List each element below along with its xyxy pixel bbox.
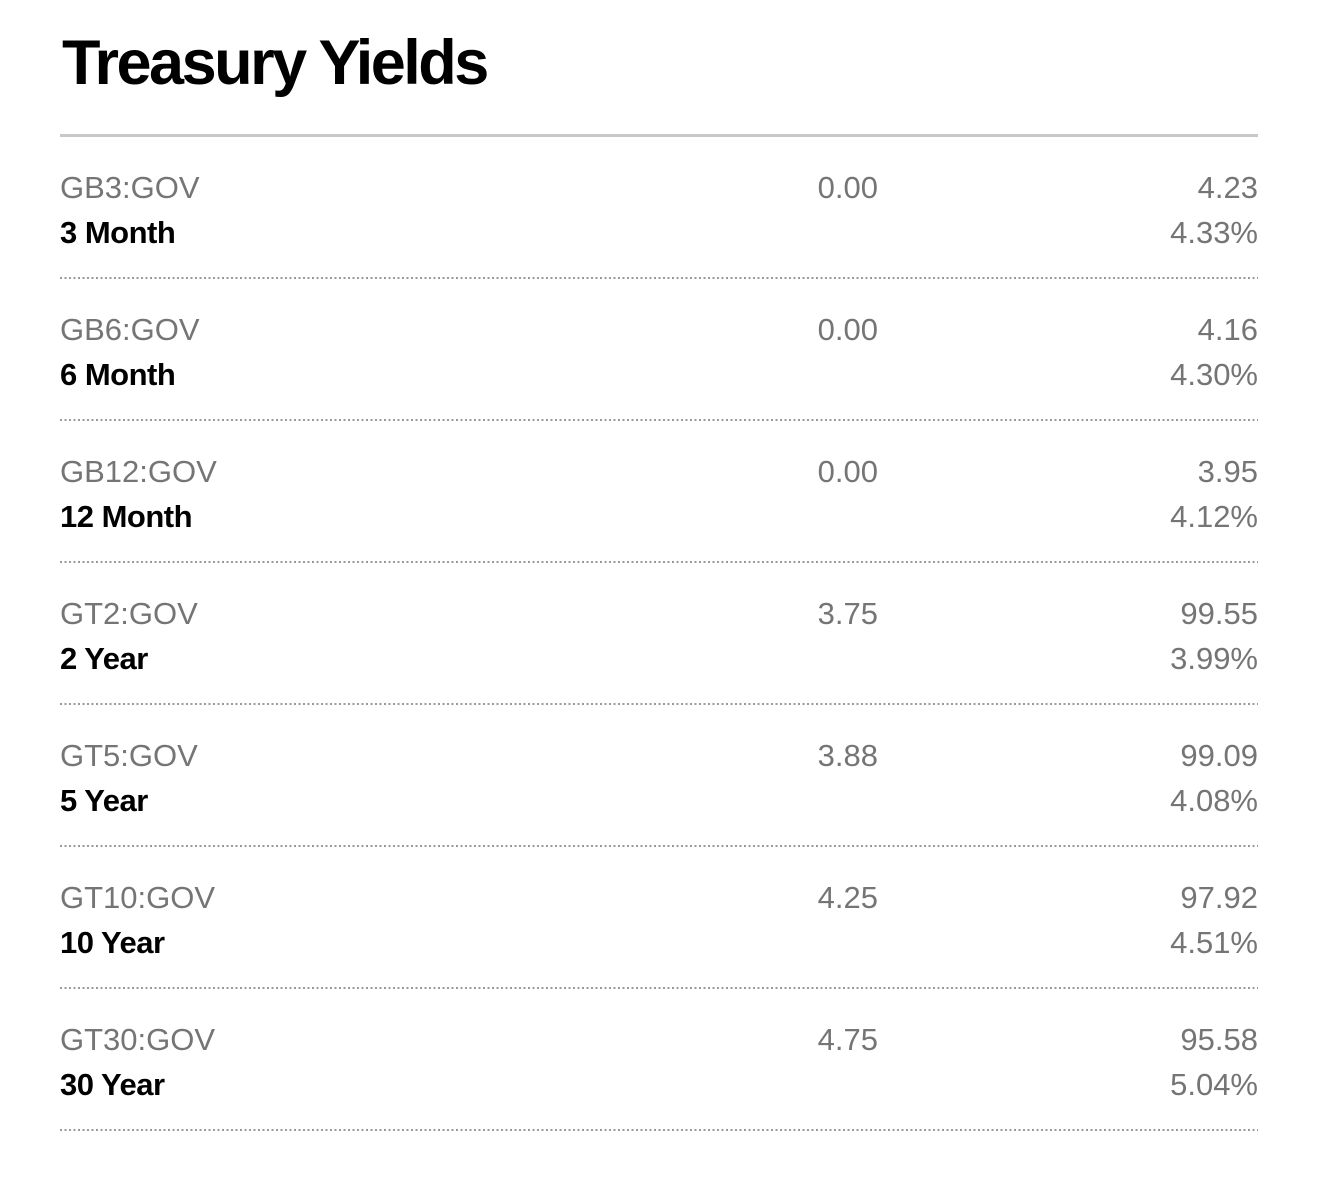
yield-value: 4.08%	[1170, 783, 1258, 819]
yield-value: 3.99%	[1170, 641, 1258, 677]
price-yield-cell: 99.55 3.99%	[878, 591, 1258, 681]
coupon-cell: 0.00	[658, 165, 878, 255]
security-cell: GB6:GOV 6 Month	[60, 307, 658, 397]
price-value: 99.55	[1180, 596, 1258, 632]
price-value: 4.16	[1197, 312, 1258, 348]
price-yield-cell: 95.58 5.04%	[878, 1017, 1258, 1107]
price-value: 3.95	[1197, 454, 1258, 490]
yield-value: 4.33%	[1170, 215, 1258, 251]
ticker-symbol[interactable]: GT30:GOV	[60, 1022, 216, 1058]
security-cell: GT2:GOV 2 Year	[60, 591, 658, 681]
table-row[interactable]: GB6:GOV 6 Month 0.00 4.16 4.30%	[60, 279, 1258, 422]
coupon-value: 4.25	[817, 880, 878, 916]
price-yield-cell: 4.23 4.33%	[878, 165, 1258, 255]
ticker-symbol[interactable]: GT10:GOV	[60, 880, 216, 916]
coupon-cell: 0.00	[658, 307, 878, 397]
yield-value: 4.12%	[1170, 499, 1258, 535]
ticker-symbol[interactable]: GT5:GOV	[60, 738, 198, 774]
maturity-label: 30 Year	[60, 1067, 165, 1103]
price-value: 97.92	[1180, 880, 1258, 916]
yield-value: 4.30%	[1170, 357, 1258, 393]
ticker-symbol[interactable]: GB12:GOV	[60, 454, 217, 490]
coupon-cell: 4.75	[658, 1017, 878, 1107]
table-row[interactable]: GB3:GOV 3 Month 0.00 4.23 4.33%	[60, 137, 1258, 280]
price-value: 4.23	[1197, 170, 1258, 206]
maturity-label: 6 Month	[60, 357, 176, 393]
coupon-cell: 3.88	[658, 733, 878, 823]
coupon-cell: 3.75	[658, 591, 878, 681]
coupon-value: 0.00	[817, 454, 878, 490]
price-yield-cell: 3.95 4.12%	[878, 449, 1258, 539]
table-row[interactable]: GT10:GOV 10 Year 4.25 97.92 4.51%	[60, 847, 1258, 990]
yield-value: 4.51%	[1170, 925, 1258, 961]
table-row[interactable]: GT30:GOV 30 Year 4.75 95.58 5.04%	[60, 989, 1258, 1132]
security-cell: GB12:GOV 12 Month	[60, 449, 658, 539]
security-cell: GT5:GOV 5 Year	[60, 733, 658, 823]
coupon-value: 0.00	[817, 312, 878, 348]
price-yield-cell: 99.09 4.08%	[878, 733, 1258, 823]
table-row[interactable]: GT2:GOV 2 Year 3.75 99.55 3.99%	[60, 563, 1258, 706]
security-cell: GT10:GOV 10 Year	[60, 875, 658, 965]
security-cell: GT30:GOV 30 Year	[60, 1017, 658, 1107]
maturity-label: 3 Month	[60, 215, 176, 251]
coupon-value: 0.00	[817, 170, 878, 206]
ticker-symbol[interactable]: GB6:GOV	[60, 312, 200, 348]
coupon-value: 3.75	[817, 596, 878, 632]
price-yield-cell: 4.16 4.30%	[878, 307, 1258, 397]
maturity-label: 12 Month	[60, 499, 193, 535]
coupon-cell: 0.00	[658, 449, 878, 539]
header-divider	[60, 134, 1258, 138]
price-value: 95.58	[1180, 1022, 1258, 1058]
yields-table: GB3:GOV 3 Month 0.00 4.23 4.33% GB6:GOV …	[60, 137, 1258, 1132]
ticker-symbol[interactable]: GT2:GOV	[60, 596, 198, 632]
maturity-label: 10 Year	[60, 925, 165, 961]
coupon-value: 4.75	[817, 1022, 878, 1058]
price-value: 99.09	[1180, 738, 1258, 774]
coupon-cell: 4.25	[658, 875, 878, 965]
maturity-label: 2 Year	[60, 641, 148, 677]
page-title: Treasury Yields	[62, 28, 489, 98]
price-yield-cell: 97.92 4.51%	[878, 875, 1258, 965]
treasury-yields-widget: Treasury Yields GB3:GOV 3 Month 0.00 4.2…	[60, 28, 1258, 1132]
coupon-value: 3.88	[817, 738, 878, 774]
table-row[interactable]: GT5:GOV 5 Year 3.88 99.09 4.08%	[60, 705, 1258, 848]
security-cell: GB3:GOV 3 Month	[60, 165, 658, 255]
table-row[interactable]: GB12:GOV 12 Month 0.00 3.95 4.12%	[60, 421, 1258, 564]
maturity-label: 5 Year	[60, 783, 148, 819]
ticker-symbol[interactable]: GB3:GOV	[60, 170, 200, 206]
yield-value: 5.04%	[1170, 1067, 1258, 1103]
